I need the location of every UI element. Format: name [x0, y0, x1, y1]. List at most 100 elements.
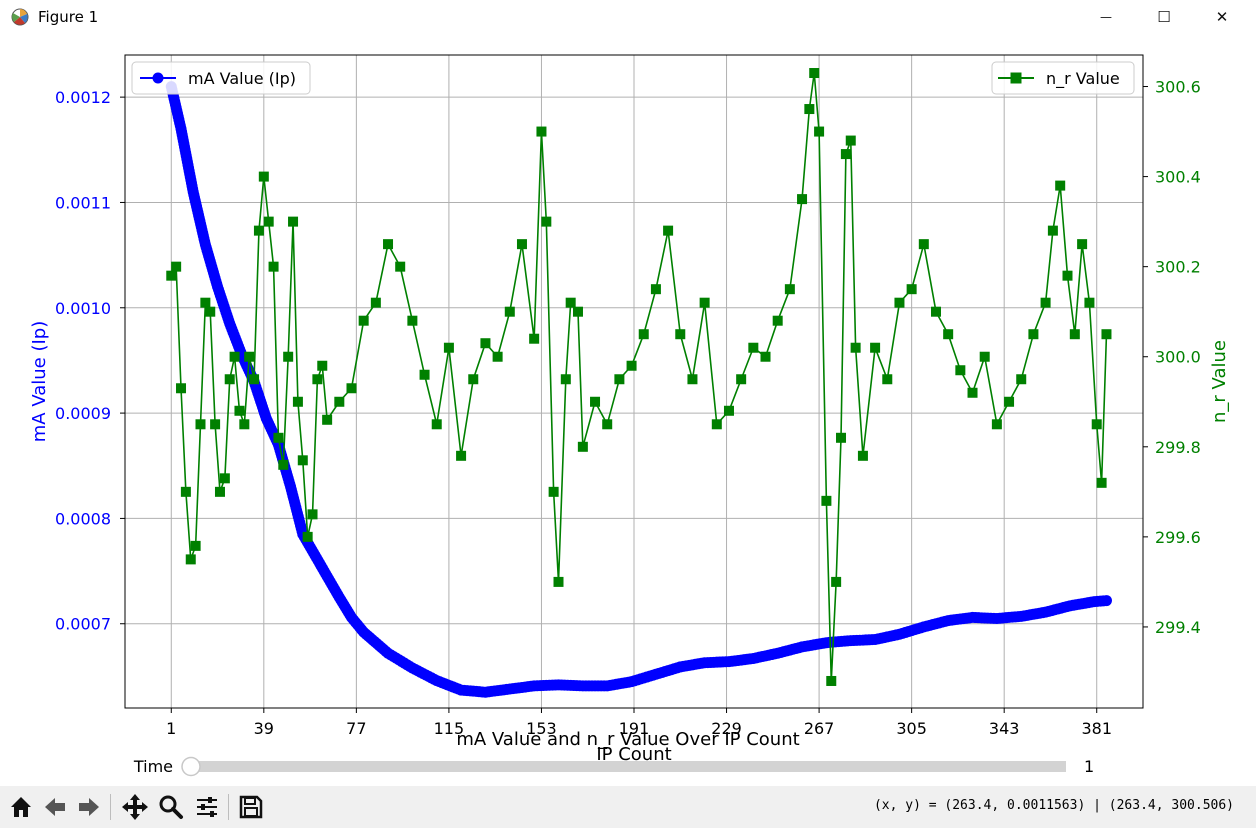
nr-value-point — [1004, 396, 1015, 407]
nr-value-point — [219, 473, 230, 484]
nr-value-point — [772, 315, 783, 326]
nr-value-point — [814, 126, 825, 137]
nr-value-point — [979, 351, 990, 362]
minimize-button[interactable]: — — [1078, 0, 1134, 34]
nr-value-point — [171, 261, 182, 272]
back-button[interactable] — [40, 792, 70, 822]
chart[interactable]: 1 39 77 115 153 191 229 267 305 343 381 0.00070.00… — [0, 34, 1256, 786]
nr-value-point — [292, 396, 303, 407]
cursor-coordinates: (x, y) = (263.4, 0.0011563) | (263.4, 30… — [873, 798, 1234, 813]
x-axis-ticks: 1 39 77 115 153 191 229 267 305 343 381 — [166, 708, 1112, 738]
window-titlebar: Figure 1 — ☐ ✕ — [0, 0, 1256, 34]
grid — [125, 55, 1143, 708]
close-button[interactable]: ✕ — [1194, 0, 1250, 34]
nr-value-point — [1016, 374, 1027, 385]
nr-value-line — [170, 72, 1108, 682]
nr-value-point — [821, 495, 832, 506]
nr-value-point — [541, 216, 552, 227]
forward-button[interactable] — [74, 792, 104, 822]
nr-value-point — [626, 360, 637, 371]
nr-value-point — [711, 419, 722, 430]
configure-subplots-button[interactable] — [192, 792, 222, 822]
x-tick-label: 381 — [1081, 719, 1112, 738]
nr-value-point — [687, 374, 698, 385]
nr-value-point — [809, 68, 820, 79]
nr-value-point — [504, 306, 515, 317]
slider-label: Time — [133, 757, 173, 776]
x-tick-label: 77 — [346, 719, 366, 738]
nr-value-point — [1101, 329, 1112, 340]
x-tick-label: 191 — [619, 719, 650, 738]
home-button[interactable] — [6, 792, 36, 822]
right-y-tick-label: 299.4 — [1155, 618, 1201, 637]
nr-value-point — [273, 432, 284, 443]
nr-value-point — [1069, 329, 1080, 340]
nr-value-point — [553, 576, 564, 587]
zoom-button[interactable] — [156, 792, 186, 822]
ma-value-point — [1100, 595, 1112, 607]
nr-value-point — [536, 126, 547, 137]
nr-value-point — [548, 486, 559, 497]
nr-value-point — [383, 239, 394, 250]
nr-value-point — [857, 450, 868, 461]
nr-value-point — [431, 419, 442, 430]
legend-right-marker — [1010, 72, 1022, 84]
nr-value-point — [1077, 239, 1088, 250]
legend-left-label: mA Value (Ip) — [188, 69, 296, 88]
x-tick-label: 1 — [166, 719, 176, 738]
nr-value-point — [845, 135, 856, 146]
nr-value-point — [906, 284, 917, 295]
right-y-tick-label: 300.4 — [1155, 168, 1201, 187]
x-tick-label: 305 — [896, 719, 927, 738]
nr-value-point — [663, 225, 674, 236]
right-y-tick-label: 299.6 — [1155, 528, 1201, 547]
time-slider[interactable]: Time 1 — [133, 756, 1094, 777]
left-y-tick-label: 0.0007 — [55, 615, 111, 634]
right-y-tick-label: 300.6 — [1155, 78, 1201, 97]
left-y-tick-label: 0.0011 — [55, 193, 111, 212]
x-tick-label: 115 — [434, 719, 465, 738]
nr-value-point — [258, 171, 269, 182]
right-y-tick-label: 299.8 — [1155, 438, 1201, 457]
nr-value-point — [407, 315, 418, 326]
figure-canvas[interactable]: 1 39 77 115 153 191 229 267 305 343 381 0.0007 0.00… — [0, 34, 1256, 786]
pan-button[interactable] — [120, 792, 150, 822]
nr-value-point — [602, 419, 613, 430]
nr-value-point — [614, 374, 625, 385]
nr-value-point — [249, 374, 260, 385]
nr-value-point — [1062, 270, 1073, 281]
nr-value-point — [234, 405, 245, 416]
nr-value-point — [797, 194, 808, 205]
series-nr-value — [166, 68, 1112, 686]
forward-icon — [79, 798, 99, 816]
nr-value-point — [831, 576, 842, 587]
nr-value-point — [419, 369, 430, 380]
save-button[interactable] — [236, 792, 266, 822]
nr-value-point — [456, 450, 467, 461]
nr-value-point — [748, 342, 759, 353]
nr-value-point — [302, 531, 313, 542]
nr-value-point — [268, 261, 279, 272]
nr-value-point — [480, 338, 491, 349]
x-tick-label: 267 — [804, 719, 835, 738]
toolbar-separator — [228, 794, 229, 820]
nr-value-point — [180, 486, 191, 497]
maximize-button[interactable]: ☐ — [1136, 0, 1192, 34]
nr-value-point — [836, 432, 847, 443]
nr-value-point — [699, 297, 710, 308]
zoom-icon — [159, 795, 183, 819]
nr-value-point — [283, 351, 294, 362]
left-y-tick-label: 0.0008 — [55, 509, 111, 528]
nr-value-point — [870, 342, 881, 353]
right-y-axis-label: n_r Value — [1209, 340, 1230, 423]
slider-handle[interactable] — [181, 756, 201, 777]
chart-title: mA Value and n_r Value Over IP Count — [456, 729, 799, 750]
nr-value-point — [1040, 297, 1051, 308]
slider-track[interactable] — [186, 761, 1066, 772]
nr-value-point — [185, 554, 196, 565]
ma-value-line — [170, 86, 1107, 694]
matplotlib-logo-icon — [11, 8, 29, 26]
nr-value-point — [395, 261, 406, 272]
nr-value-point — [516, 239, 527, 250]
nr-value-point — [278, 459, 289, 470]
